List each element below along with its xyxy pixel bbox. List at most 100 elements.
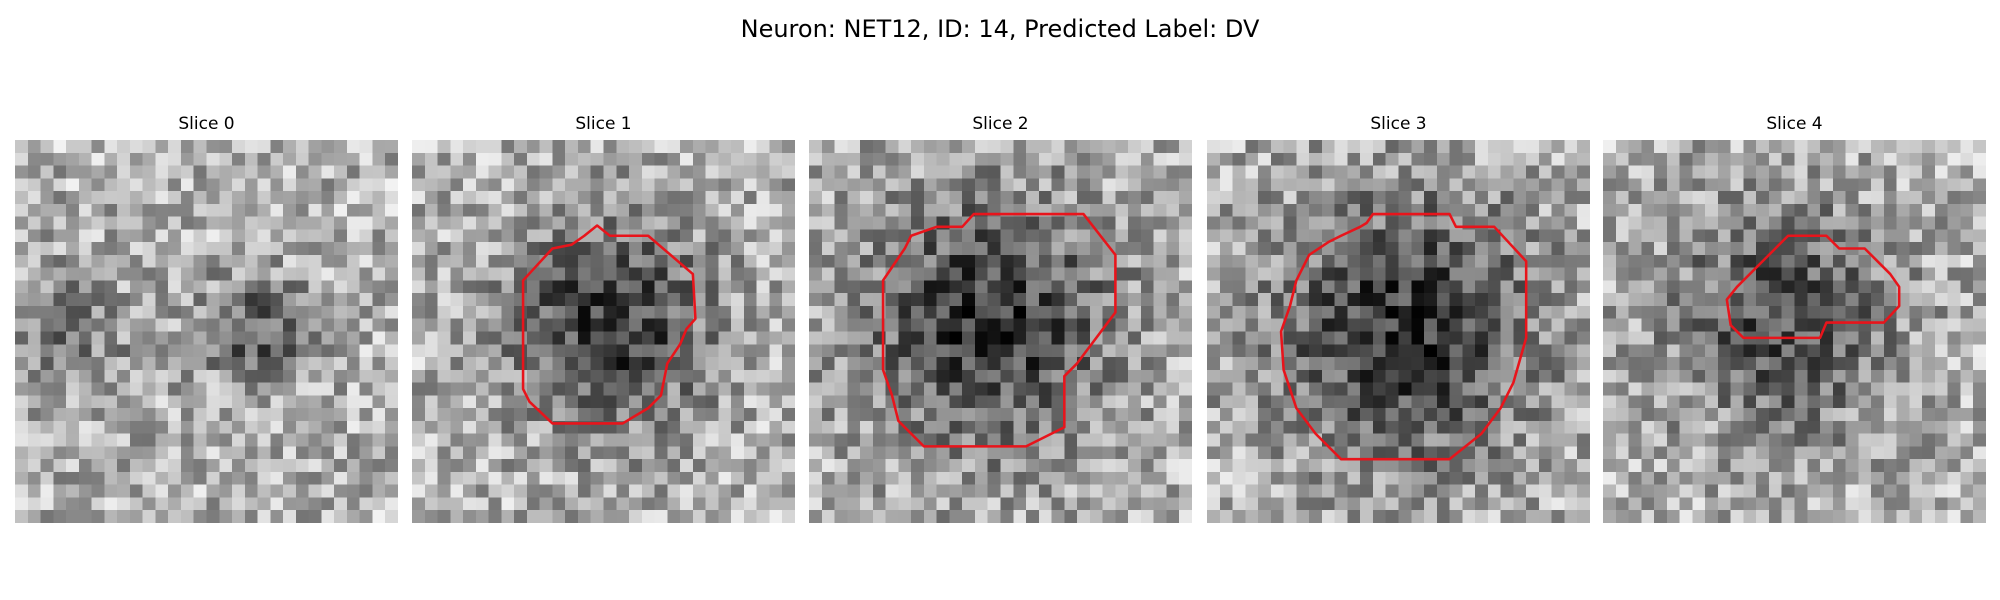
- pixel: [168, 420, 182, 434]
- pixel: [1768, 344, 1782, 358]
- panel-title: Slice 1: [575, 114, 631, 134]
- pixel: [1487, 446, 1501, 460]
- pixel: [1832, 408, 1846, 422]
- pixel: [1705, 510, 1719, 523]
- pixel: [1845, 140, 1859, 154]
- pixel: [1603, 140, 1617, 154]
- pixel: [1372, 165, 1386, 179]
- pixel: [232, 254, 246, 268]
- pixel: [1398, 254, 1412, 268]
- pixel: [809, 178, 823, 192]
- pixel: [295, 293, 309, 307]
- pixel: [705, 293, 719, 307]
- pixel: [1526, 369, 1540, 383]
- pixel: [91, 331, 105, 345]
- pixel: [1781, 152, 1795, 166]
- pixel: [1411, 216, 1425, 230]
- pixel: [283, 178, 297, 192]
- pixel: [1666, 318, 1680, 332]
- pixel: [1641, 382, 1655, 396]
- pixel: [1934, 165, 1948, 179]
- pixel: [885, 510, 899, 523]
- pixel: [962, 484, 976, 498]
- pixel: [270, 420, 284, 434]
- pixel: [1705, 152, 1719, 166]
- pixel: [1038, 344, 1052, 358]
- pixel: [142, 497, 156, 511]
- pixel: [1934, 446, 1948, 460]
- pixel: [66, 165, 80, 179]
- pixel: [1526, 420, 1540, 434]
- pixel: [206, 395, 220, 409]
- pixel: [78, 293, 92, 307]
- pixel: [40, 152, 54, 166]
- pixel: [1270, 433, 1284, 447]
- pixel: [206, 242, 220, 256]
- pixel: [565, 459, 579, 473]
- pixel: [1487, 293, 1501, 307]
- pixel: [1883, 305, 1897, 319]
- pixel: [1385, 369, 1399, 383]
- pixel: [731, 446, 745, 460]
- pixel: [1756, 140, 1770, 154]
- pixel: [1909, 433, 1923, 447]
- pixel: [1270, 293, 1284, 307]
- pixel: [1922, 471, 1936, 485]
- pixel: [782, 408, 795, 422]
- pixel: [552, 395, 566, 409]
- pixel: [142, 229, 156, 243]
- pixel: [692, 318, 706, 332]
- pixel: [514, 254, 528, 268]
- pixel: [1128, 229, 1142, 243]
- pixel: [334, 420, 348, 434]
- pixel: [1513, 382, 1527, 396]
- pixel: [1258, 178, 1272, 192]
- pixel: [1449, 318, 1463, 332]
- pixel: [1538, 510, 1552, 523]
- pixel: [1922, 318, 1936, 332]
- pixel: [1179, 395, 1192, 409]
- pixel: [1730, 471, 1744, 485]
- pixel: [1820, 178, 1834, 192]
- pixel: [155, 395, 169, 409]
- pixel: [962, 254, 976, 268]
- pixel: [821, 165, 835, 179]
- pixel: [1922, 280, 1936, 294]
- pixel: [641, 484, 655, 498]
- pixel: [1334, 331, 1348, 345]
- pixel: [1424, 420, 1438, 434]
- pixel: [834, 191, 848, 205]
- pixel: [1207, 305, 1221, 319]
- pixel: [1166, 293, 1180, 307]
- pixel: [743, 242, 757, 256]
- pixel: [308, 459, 322, 473]
- pixel: [295, 433, 309, 447]
- pixel: [412, 420, 426, 434]
- pixel: [1219, 267, 1233, 281]
- pixel: [501, 459, 515, 473]
- pixel: [590, 242, 604, 256]
- pixel: [1270, 178, 1284, 192]
- pixel: [1768, 140, 1782, 154]
- pixel: [667, 446, 681, 460]
- pixel: [603, 395, 617, 409]
- pixel: [1309, 446, 1323, 460]
- pixel: [129, 408, 143, 422]
- pixel: [1449, 382, 1463, 396]
- pixel: [1909, 408, 1923, 422]
- pixel: [1717, 229, 1731, 243]
- pixel: [1321, 459, 1335, 473]
- pixel: [1960, 484, 1974, 498]
- pixel: [1807, 382, 1821, 396]
- pixel: [1922, 344, 1936, 358]
- pixel: [1398, 293, 1412, 307]
- pixel: [1692, 267, 1706, 281]
- pixel: [117, 471, 131, 485]
- pixel: [66, 408, 80, 422]
- pixel: [1232, 191, 1246, 205]
- pixel: [1232, 165, 1246, 179]
- pixel: [283, 280, 297, 294]
- pixel: [821, 395, 835, 409]
- pixel: [539, 357, 553, 371]
- pixel: [1398, 395, 1412, 409]
